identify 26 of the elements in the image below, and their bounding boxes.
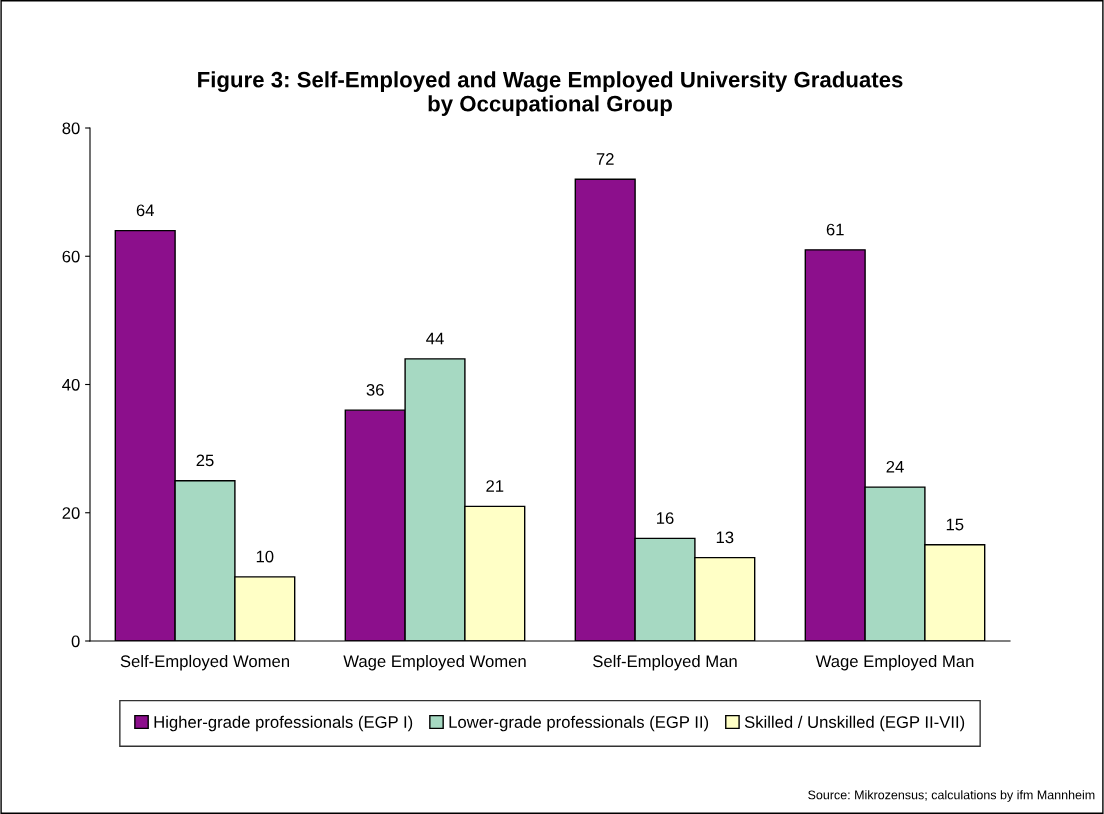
data-label: 15 xyxy=(946,518,964,531)
x-tick-label: Self-Employed Man xyxy=(593,654,737,671)
y-tick-label: 40 xyxy=(62,378,80,391)
x-tick-label: Wage Employed Man xyxy=(815,654,974,671)
data-label: 61 xyxy=(826,223,844,236)
legend-label: Skilled / Unskilled (EGP II-VII) xyxy=(744,715,965,732)
source-note: Source: Mikrozensus; calculations by ifm Mannheim xyxy=(808,790,1095,802)
data-label: 13 xyxy=(716,531,734,544)
chart-title: Figure 3: Self-Employed and Wage Employed University Graduates by Occupational Group xyxy=(198,71,903,116)
data-label: 10 xyxy=(256,550,274,563)
legend-label: Higher-grade professionals (EGP I) xyxy=(154,715,413,732)
x-tick-label: Self-Employed Women xyxy=(120,654,289,671)
y-tick-label: 60 xyxy=(62,250,80,263)
data-label: 64 xyxy=(136,204,154,217)
data-label: 21 xyxy=(486,480,504,492)
y-tick-label: 20 xyxy=(62,507,80,519)
x-tick-label: Wage Employed Women xyxy=(343,654,526,671)
y-tick-label: 80 xyxy=(62,122,80,135)
data-label: 25 xyxy=(196,454,214,467)
legend-label: Lower-grade professionals (EGP II) xyxy=(449,715,709,732)
data-label: 44 xyxy=(426,332,444,345)
data-label: 36 xyxy=(366,383,384,396)
data-label: 24 xyxy=(886,460,904,473)
data-label: 16 xyxy=(657,512,674,524)
data-label: 72 xyxy=(596,153,614,165)
y-tick-label: 0 xyxy=(71,635,80,648)
